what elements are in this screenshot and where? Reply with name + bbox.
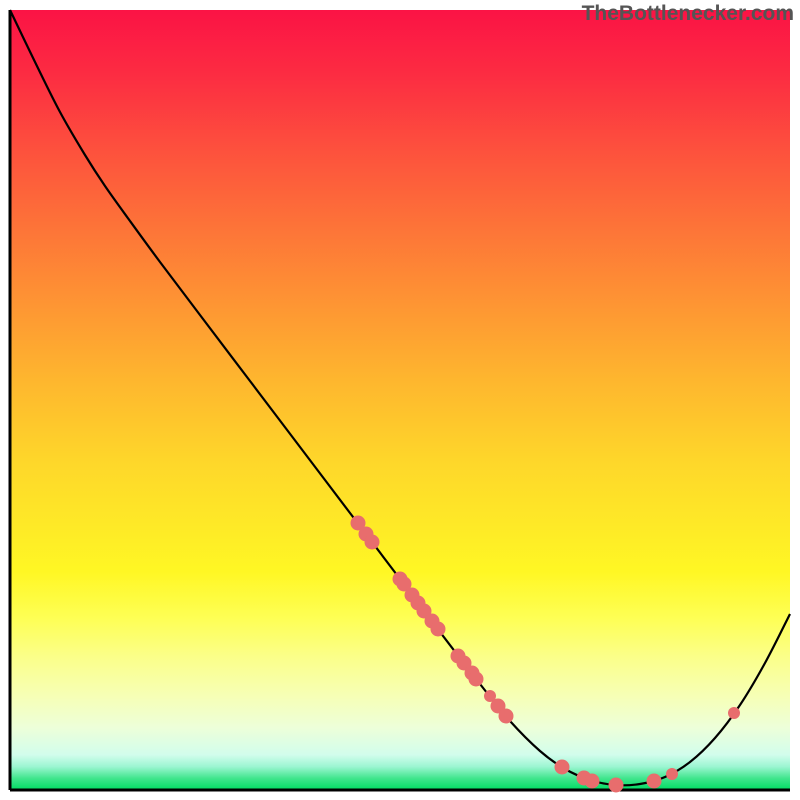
data-marker [728,707,740,719]
data-marker [431,622,446,637]
attribution-label: TheBottlenecker.com [582,2,794,26]
data-marker [499,709,514,724]
data-marker [469,672,484,687]
data-marker [585,774,600,789]
chart-background [10,10,790,790]
data-marker [609,778,624,793]
data-marker [666,768,678,780]
bottleneck-chart [0,0,800,800]
data-marker [365,535,380,550]
data-marker [555,760,570,775]
chart-container: TheBottlenecker.com [0,0,800,800]
data-marker [647,774,662,789]
